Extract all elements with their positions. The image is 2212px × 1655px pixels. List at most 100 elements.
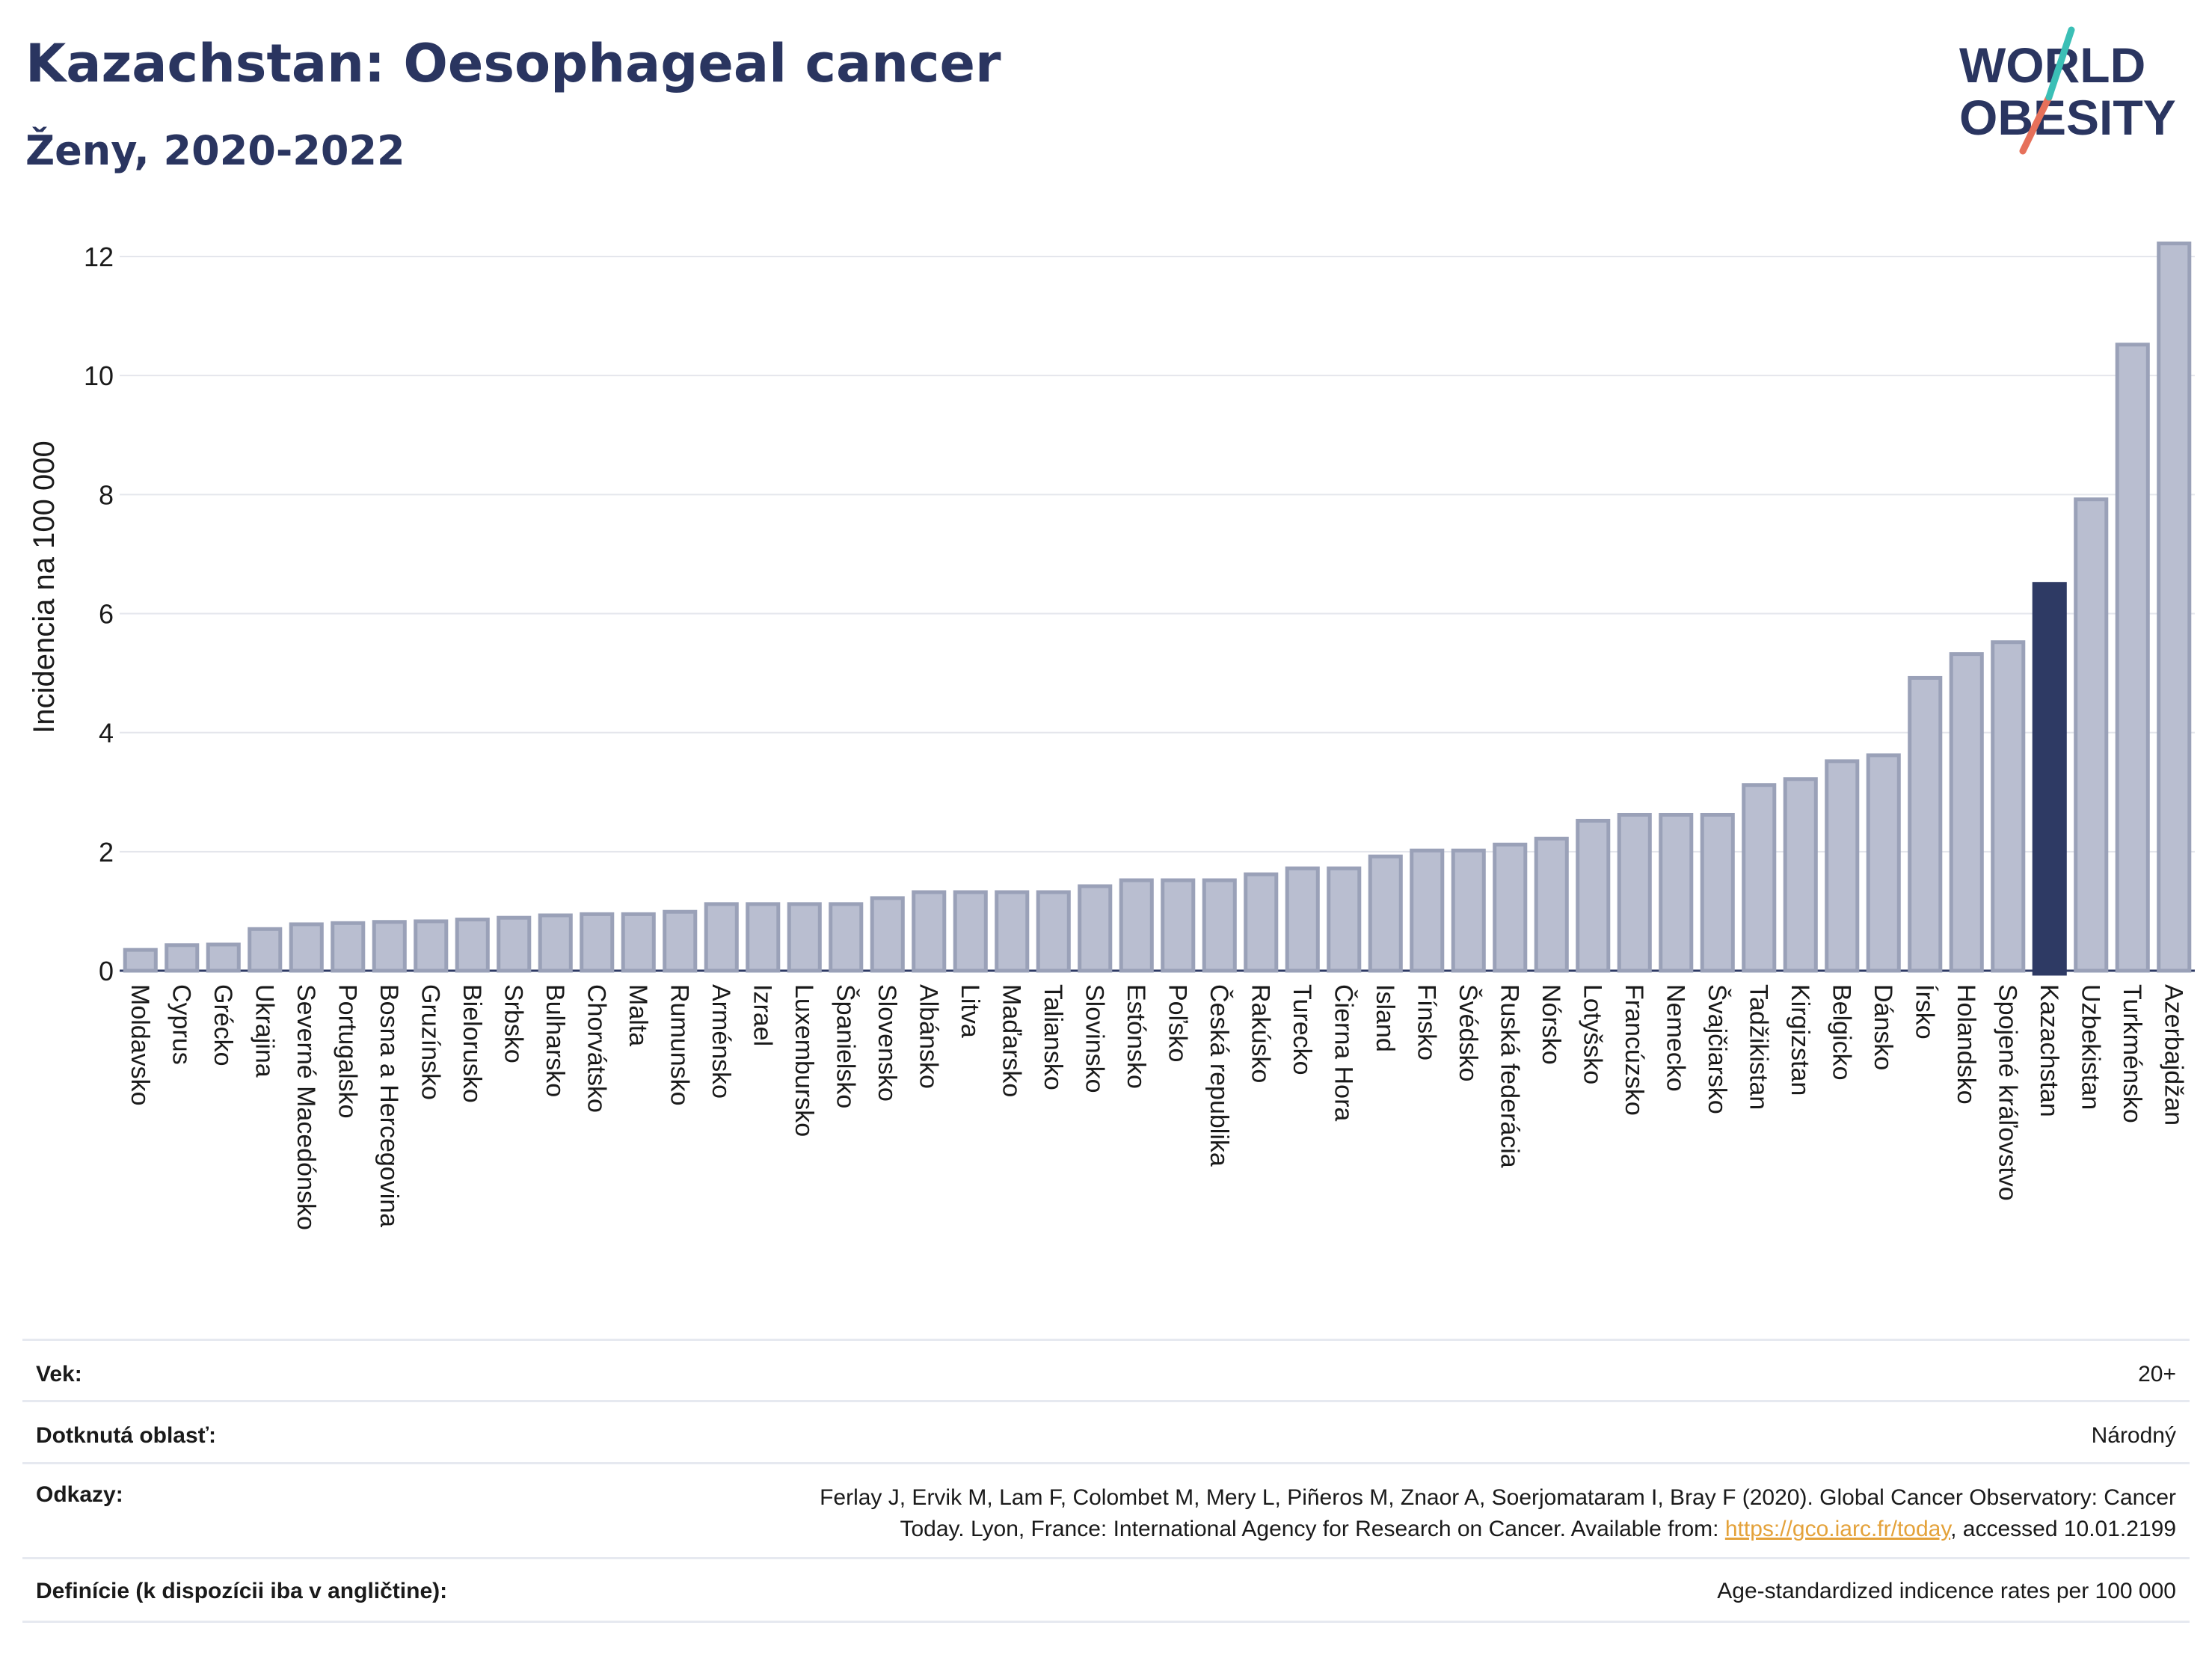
bar-bosna-a-hercegovina[interactable] bbox=[372, 920, 407, 973]
bar-luxembursko[interactable] bbox=[787, 902, 822, 973]
x-tick-label: Maďarsko bbox=[997, 984, 1025, 1097]
bar-litva[interactable] bbox=[953, 890, 988, 973]
bar-lotyšsko[interactable] bbox=[1576, 818, 1611, 973]
bar-maďarsko[interactable] bbox=[995, 890, 1030, 973]
bar-švajčiarsko[interactable] bbox=[1700, 812, 1735, 973]
x-tick-label: Gruzínsko bbox=[416, 984, 444, 1100]
definitions-value: Age-standardized indicence rates per 100… bbox=[1717, 1579, 2176, 1603]
bar-kirgizstan[interactable] bbox=[1783, 777, 1818, 973]
bar-gruzínsko[interactable] bbox=[414, 919, 449, 973]
chart-title: Kazachstan: Oesophageal cancer bbox=[25, 33, 1001, 94]
bar-estónsko[interactable] bbox=[1119, 878, 1154, 973]
bar-uzbekistan[interactable] bbox=[2074, 497, 2109, 973]
bar-rumunsko[interactable] bbox=[663, 909, 698, 973]
x-tick-label: Portugalsko bbox=[333, 984, 361, 1119]
x-tick-label: Turkménsko bbox=[2118, 984, 2146, 1123]
y-tick-label: 12 bbox=[84, 242, 114, 272]
bar-island[interactable] bbox=[1368, 854, 1403, 973]
x-tick-label: Severné Macedónsko bbox=[292, 984, 320, 1230]
bar-chorvátsko[interactable] bbox=[580, 912, 615, 973]
chart-subtitle: Ženy, 2020-2022 bbox=[25, 127, 405, 174]
x-tick-label: Španielsko bbox=[831, 984, 859, 1108]
y-tick-label: 4 bbox=[99, 718, 114, 749]
x-tick-label: Dánsko bbox=[1869, 984, 1897, 1070]
bar-malta[interactable] bbox=[621, 912, 656, 973]
x-tick-label: Švajčiarsko bbox=[1703, 984, 1731, 1114]
bar-slovinsko[interactable] bbox=[1078, 884, 1113, 973]
bar-nórsko[interactable] bbox=[1534, 836, 1569, 973]
bar-ukrajina[interactable] bbox=[248, 927, 283, 973]
bar-švédsko[interactable] bbox=[1451, 848, 1486, 973]
bar-írsko[interactable] bbox=[1908, 675, 1943, 973]
x-tick-label: Ukrajina bbox=[250, 984, 278, 1078]
bar-španielsko[interactable] bbox=[829, 902, 864, 973]
x-tick-label: Bulharsko bbox=[541, 984, 569, 1097]
bar-portugalsko[interactable] bbox=[331, 921, 366, 973]
x-tick-label: Holandsko bbox=[1952, 984, 1980, 1105]
bar-srbsko[interactable] bbox=[497, 915, 532, 973]
x-tick-label: Litva bbox=[956, 984, 984, 1038]
x-tick-label: Kirgizstan bbox=[1786, 984, 1814, 1096]
bar-slovensko[interactable] bbox=[870, 896, 905, 973]
x-tick-label: Luxembursko bbox=[790, 984, 818, 1137]
bar-arménsko[interactable] bbox=[704, 902, 739, 973]
x-tick-label: Nórsko bbox=[1537, 984, 1565, 1065]
bar-belgicko[interactable] bbox=[1825, 759, 1860, 973]
bar-izrael[interactable] bbox=[746, 902, 781, 973]
meta-row-definitions: Definície (k dispozícii iba v angličtine… bbox=[22, 1557, 2190, 1623]
meta-row-area: Dotknutá oblasť: Národný bbox=[22, 1400, 2190, 1462]
bar-moldavsko[interactable] bbox=[123, 948, 158, 973]
x-tick-label: Spojené kráľovstvo bbox=[1993, 984, 2021, 1201]
bar-cyprus[interactable] bbox=[165, 943, 200, 973]
x-tick-label: Cyprus bbox=[167, 984, 195, 1065]
x-tick-label: Rumunsko bbox=[665, 984, 693, 1106]
bar-turecko[interactable] bbox=[1285, 866, 1320, 973]
x-tick-label: Fínsko bbox=[1412, 984, 1440, 1060]
bar-ruská-federácia[interactable] bbox=[1493, 842, 1528, 973]
bar-fínsko[interactable] bbox=[1410, 848, 1445, 973]
bar-chart: 0 2 4 6 8 10 12 Moldavsko Cyprus Grécko Ukrajina S… bbox=[28, 241, 2195, 1230]
refs-link[interactable]: https://gco.iarc.fr/today bbox=[1724, 1517, 1951, 1541]
x-tick-label: Malta bbox=[624, 984, 652, 1046]
bar-kazachstan[interactable] bbox=[2032, 582, 2067, 976]
age-value: 20+ bbox=[2138, 1362, 2176, 1387]
bar-rakúsko[interactable] bbox=[1244, 872, 1279, 973]
bar-čierna-hora[interactable] bbox=[1327, 866, 1362, 973]
refs-label: Odkazy: bbox=[36, 1482, 123, 1507]
logo-line2: OBESITY bbox=[1959, 90, 2176, 145]
x-tick-label: Kazachstan bbox=[2035, 984, 2063, 1117]
y-tick-label: 2 bbox=[99, 837, 114, 868]
bar-česká-republika[interactable] bbox=[1202, 878, 1237, 973]
bar-dánsko[interactable] bbox=[1866, 753, 1901, 973]
x-tick-label: Poľsko bbox=[1163, 984, 1191, 1062]
x-tick-label: Francúzsko bbox=[1620, 984, 1648, 1116]
x-tick-label: Nemecko bbox=[1661, 984, 1689, 1092]
x-tick-label: Slovinsko bbox=[1080, 984, 1108, 1093]
y-axis-label: Incidencia na 100 000 bbox=[28, 440, 61, 733]
x-tick-label: Azerbajdžan bbox=[2159, 984, 2187, 1126]
bar-bulharsko[interactable] bbox=[538, 913, 573, 973]
x-tick-label: Rakúsko bbox=[1246, 984, 1274, 1083]
x-tick-label: Česká republika bbox=[1205, 984, 1233, 1167]
x-tick-label: Čierna Hora bbox=[1329, 984, 1357, 1121]
bar-francúzsko[interactable] bbox=[1617, 812, 1652, 973]
x-tick-label: Uzbekistan bbox=[2076, 984, 2104, 1110]
x-tick-label: Belgicko bbox=[1827, 984, 1855, 1081]
x-tick-label: Taliansko bbox=[1039, 984, 1067, 1090]
bar-bielorusko[interactable] bbox=[455, 918, 490, 973]
bar-holandsko[interactable] bbox=[1949, 652, 1984, 973]
refs-text: Ferlay J, Ervik M, Lam F, Colombet M, Me… bbox=[820, 1482, 2176, 1545]
bar-turkménsko[interactable] bbox=[2115, 343, 2150, 973]
bar-azerbajdžan[interactable] bbox=[2157, 241, 2192, 973]
bar-tadžikistan[interactable] bbox=[1742, 783, 1777, 973]
x-tick-label: Estónsko bbox=[1122, 984, 1150, 1089]
bar-taliansko[interactable] bbox=[1036, 890, 1071, 973]
x-tick-label: Albánsko bbox=[914, 984, 942, 1089]
bar-grécko[interactable] bbox=[206, 942, 241, 973]
definitions-label: Definície (k dispozícii iba v angličtine… bbox=[36, 1579, 448, 1603]
bar-albánsko[interactable] bbox=[912, 890, 947, 973]
bar-poľsko[interactable] bbox=[1161, 878, 1196, 973]
bar-severné-macedónsko[interactable] bbox=[289, 922, 324, 973]
bar-nemecko[interactable] bbox=[1659, 812, 1694, 973]
bar-spojené-kráľovstvo[interactable] bbox=[1991, 640, 2026, 973]
